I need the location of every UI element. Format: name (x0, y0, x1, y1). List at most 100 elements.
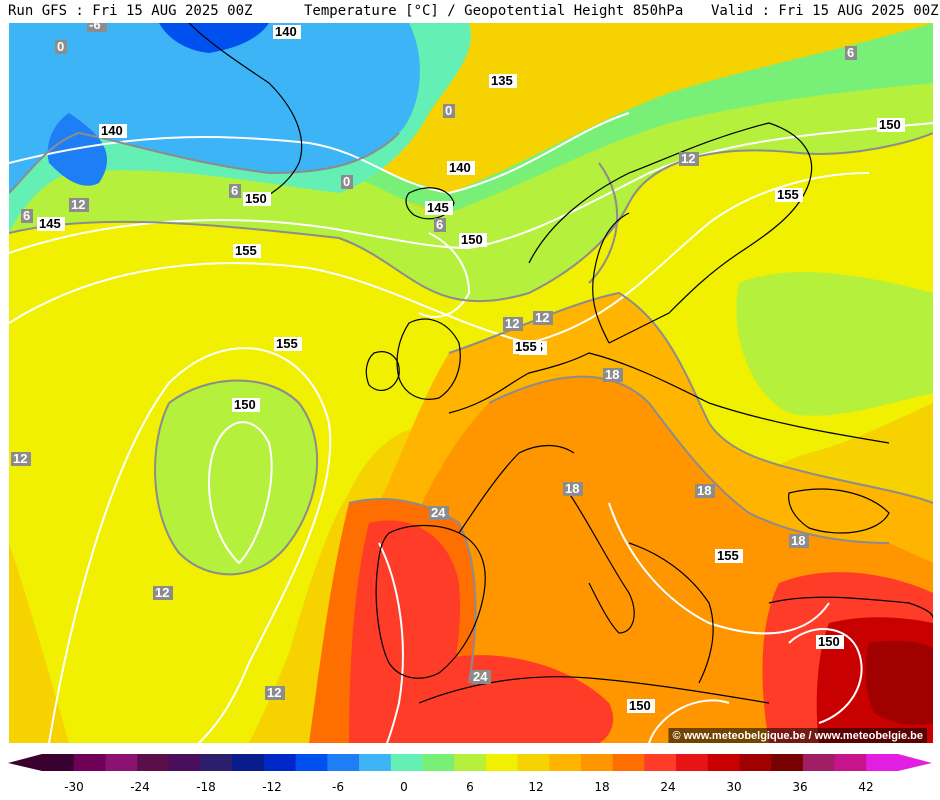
svg-text:12: 12 (71, 197, 85, 212)
coastline-british-isles (396, 318, 461, 400)
svg-text:6: 6 (23, 208, 30, 223)
svg-text:140: 140 (449, 160, 471, 175)
colorbar-tick-label: -24 (130, 780, 150, 794)
isotherm-label: 12 (11, 451, 31, 466)
isotherm (488, 375, 890, 544)
colorbar-swatch (73, 754, 106, 771)
isotherm-label: 18 (789, 533, 809, 548)
isotherm (348, 498, 477, 684)
isotherm-label: 12 (265, 685, 285, 700)
height-contour (9, 172, 870, 345)
svg-text:150: 150 (629, 698, 651, 713)
isotherm-label: 24 (429, 505, 449, 520)
svg-text:6: 6 (847, 45, 854, 60)
svg-text:155: 155 (717, 548, 739, 563)
colorbar-swatch (454, 754, 487, 771)
svg-text:155: 155 (276, 336, 298, 351)
isotherm-label: 18 (695, 483, 715, 498)
colorbar-tick-label: 24 (660, 780, 675, 794)
svg-text:-6: -6 (89, 23, 101, 32)
weather-map: 140 135 140 150 140 145 150 150 155 155 155 155 150 1… (9, 23, 933, 743)
colorbar-swatch (612, 754, 645, 771)
isotherm-label: 24 (471, 669, 491, 684)
coastline-iceland (405, 187, 455, 220)
colorbar-tick-label: 18 (594, 780, 609, 794)
colorbar-swatch (232, 754, 265, 771)
valid-time-label: Valid : Fri 15 AUG 2025 00Z (711, 3, 939, 19)
svg-text:145: 145 (39, 216, 61, 231)
svg-text:140: 140 (101, 123, 123, 138)
colorbar-swatch (422, 754, 455, 771)
colorbar-tick-label: -18 (196, 780, 216, 794)
colorbar-swatch (263, 754, 297, 771)
colorbar-tick-label: 30 (726, 780, 741, 794)
isotherm-label: 18 (563, 481, 583, 496)
isotherm-label: 12 (679, 151, 699, 166)
isotherm (9, 132, 933, 303)
coastline-turkey (768, 596, 933, 619)
colorbar-tick-label: 42 (858, 780, 873, 794)
colorbar-tick-label: -6 (332, 780, 344, 794)
svg-text:18: 18 (605, 367, 619, 382)
coastline-europe (448, 352, 890, 444)
height-label: 150 (459, 232, 487, 247)
svg-text:12: 12 (155, 585, 169, 600)
colorbar-swatch (137, 754, 170, 771)
height-label: 150 (243, 191, 271, 206)
svg-text:0: 0 (343, 174, 350, 189)
height-contour (9, 122, 933, 254)
height-label: 135 (489, 73, 517, 88)
svg-text:155: 155 (777, 187, 799, 202)
coastline-italy (568, 492, 635, 634)
isotherm-label: 0 (341, 174, 353, 189)
isotherm-label: 12 (503, 316, 523, 331)
colorbar-swatch (485, 754, 519, 771)
coastline-balkans (628, 542, 714, 684)
height-label: 140 (273, 24, 301, 39)
colorbar-swatch (644, 754, 677, 771)
colorbar-left-arrow (8, 754, 42, 771)
colorbar-swatch (549, 754, 582, 771)
height-label: 155 (775, 187, 803, 202)
map-title: Temperature [°C] / Geopotential Height 8… (304, 3, 684, 19)
colorbar-swatch (834, 754, 867, 771)
height-contour (648, 699, 730, 743)
colorbar-swatch (168, 754, 202, 771)
isotherm-label: 6 (21, 208, 33, 223)
svg-text:24: 24 (431, 505, 446, 520)
colorbar-right-arrow (898, 754, 932, 771)
isotherm-label: 12 (69, 197, 89, 212)
colorbar-swatch (802, 754, 836, 771)
color-scale: -30 -24 -18 -12 -6 0 6 12 18 24 30 36 42 (8, 754, 932, 794)
svg-text:6: 6 (231, 183, 238, 198)
svg-text:150: 150 (234, 397, 256, 412)
svg-text:155: 155 (515, 339, 537, 354)
colorbar-tick-label: 6 (466, 780, 474, 794)
svg-text:145: 145 (427, 200, 449, 215)
svg-text:0: 0 (57, 39, 64, 54)
coastline-france (458, 444, 575, 534)
temp-region-east-green (736, 272, 933, 416)
coastline-scandinavia (528, 122, 813, 344)
height-label: 150 (877, 117, 905, 132)
isotherm-label: 0 (443, 103, 455, 118)
svg-text:150: 150 (461, 232, 483, 247)
colorbar-swatch (390, 754, 424, 771)
colorbar-swatch (707, 754, 741, 771)
colorbar-swatch (580, 754, 614, 771)
height-label: 155 (233, 243, 261, 258)
svg-text:24: 24 (473, 669, 488, 684)
svg-text:6: 6 (436, 217, 443, 232)
svg-text:150: 150 (818, 634, 840, 649)
colorbar-swatch (105, 754, 138, 771)
colorbar-swatch (200, 754, 233, 771)
temp-region-west-green (155, 380, 318, 575)
temp-region-cold (9, 23, 420, 193)
height-label: 155 (513, 339, 541, 354)
coastline-sweden (592, 212, 630, 344)
isotherm-label: 6 (229, 183, 241, 198)
svg-text:12: 12 (681, 151, 695, 166)
coastline-black-sea (788, 488, 890, 534)
colorbar-swatch (295, 754, 328, 771)
watermark-background (668, 728, 927, 743)
